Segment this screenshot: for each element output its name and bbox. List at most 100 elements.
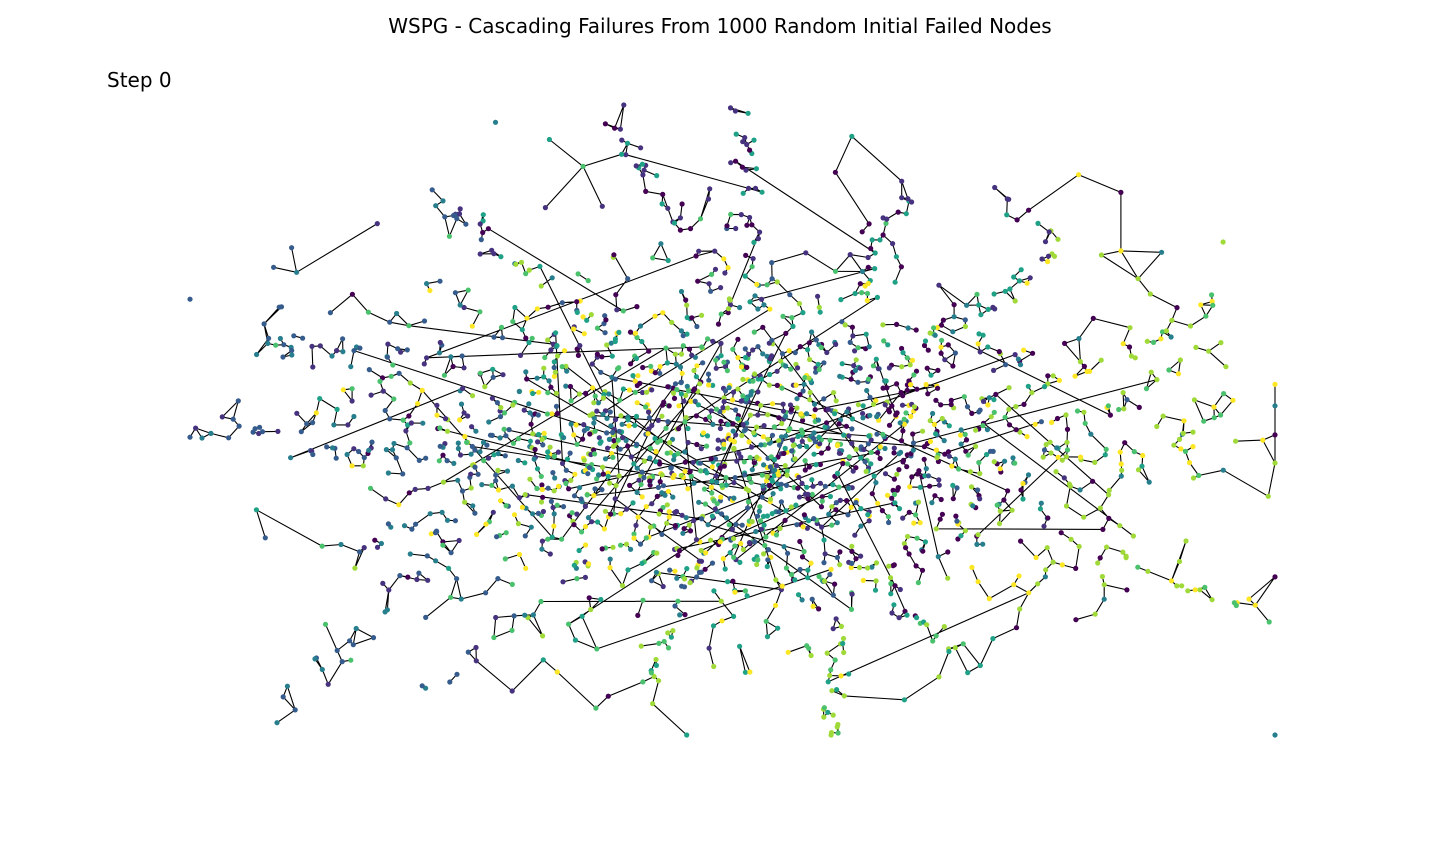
network-node bbox=[584, 426, 590, 432]
network-node bbox=[758, 402, 764, 408]
network-node bbox=[738, 540, 744, 547]
network-node bbox=[1132, 355, 1138, 361]
network-node bbox=[678, 379, 684, 385]
network-node bbox=[760, 483, 766, 489]
network-node bbox=[747, 412, 754, 418]
network-node bbox=[760, 513, 767, 520]
network-node bbox=[709, 513, 716, 519]
network-node bbox=[767, 464, 774, 470]
network-node bbox=[969, 410, 975, 416]
network-node bbox=[834, 470, 841, 476]
figure-title: WSPG - Cascading Failures From 1000 Rand… bbox=[388, 14, 1052, 38]
network-node bbox=[266, 335, 272, 341]
network-node bbox=[659, 531, 665, 538]
network-node bbox=[1135, 276, 1141, 282]
network-node bbox=[389, 447, 396, 453]
network-node bbox=[967, 469, 974, 475]
network-node bbox=[980, 398, 987, 404]
network-node bbox=[672, 351, 679, 357]
network-node bbox=[591, 492, 597, 499]
network-node bbox=[718, 285, 724, 291]
network-node bbox=[725, 306, 732, 312]
network-node bbox=[838, 297, 844, 303]
network-node bbox=[933, 633, 939, 639]
network-node bbox=[555, 483, 562, 489]
network-node bbox=[1026, 590, 1032, 596]
network-node bbox=[1102, 452, 1108, 458]
network-node bbox=[448, 354, 454, 360]
network-node bbox=[353, 625, 359, 632]
network-node bbox=[818, 344, 824, 351]
network-node bbox=[1148, 369, 1154, 375]
network-node bbox=[1101, 596, 1107, 602]
network-node bbox=[582, 524, 589, 530]
network-node bbox=[517, 352, 524, 358]
network-node bbox=[1097, 555, 1103, 561]
network-node bbox=[365, 309, 371, 315]
network-node bbox=[480, 229, 486, 236]
network-node bbox=[473, 644, 479, 651]
network-node bbox=[540, 508, 547, 515]
network-node bbox=[726, 432, 732, 438]
network-node bbox=[735, 355, 741, 361]
network-node bbox=[583, 542, 589, 548]
network-node bbox=[689, 352, 695, 358]
network-node bbox=[1106, 515, 1112, 522]
network-node bbox=[576, 547, 582, 554]
network-node bbox=[705, 196, 712, 202]
network-node bbox=[724, 368, 731, 374]
network-node bbox=[841, 649, 847, 656]
network-node bbox=[491, 634, 497, 641]
network-node bbox=[608, 511, 614, 517]
network-node bbox=[871, 473, 877, 479]
network-node bbox=[626, 423, 632, 429]
network-node bbox=[559, 460, 566, 466]
network-node bbox=[450, 363, 456, 370]
network-node bbox=[980, 423, 986, 429]
network-node bbox=[1171, 442, 1177, 448]
network-node bbox=[1045, 259, 1051, 265]
network-node bbox=[929, 500, 935, 506]
network-node bbox=[761, 522, 767, 528]
network-node bbox=[661, 638, 667, 645]
network-node bbox=[968, 484, 975, 490]
network-node bbox=[802, 458, 808, 464]
network-node bbox=[639, 338, 645, 345]
network-node bbox=[538, 598, 544, 605]
network-node bbox=[955, 536, 961, 542]
network-node bbox=[347, 638, 353, 644]
network-node bbox=[669, 319, 675, 325]
network-node bbox=[671, 472, 677, 478]
network-node bbox=[688, 473, 694, 479]
network-node bbox=[718, 353, 724, 359]
network-node bbox=[427, 287, 433, 294]
network-node bbox=[920, 428, 926, 434]
network-node bbox=[919, 567, 926, 573]
network-node bbox=[457, 417, 463, 423]
network-node bbox=[1221, 391, 1227, 397]
network-node bbox=[852, 367, 859, 374]
network-node bbox=[742, 273, 748, 279]
network-node bbox=[601, 526, 608, 532]
network-node bbox=[542, 205, 549, 211]
network-node bbox=[718, 418, 724, 424]
network-node bbox=[686, 346, 693, 352]
network-node bbox=[351, 413, 357, 420]
network-node bbox=[1054, 415, 1061, 422]
network-node bbox=[759, 189, 765, 195]
network-node bbox=[609, 353, 615, 359]
network-node bbox=[744, 141, 750, 148]
network-node bbox=[804, 643, 810, 649]
network-node bbox=[666, 514, 672, 520]
network-node bbox=[986, 395, 992, 401]
network-node bbox=[771, 424, 778, 430]
network-node bbox=[676, 548, 683, 554]
network-node bbox=[730, 346, 736, 352]
network-node bbox=[739, 522, 745, 528]
network-node bbox=[797, 538, 803, 545]
network-node bbox=[319, 666, 325, 673]
network-node bbox=[890, 241, 896, 247]
network-node bbox=[1058, 530, 1064, 536]
network-node bbox=[711, 663, 717, 670]
network-node bbox=[765, 547, 772, 553]
